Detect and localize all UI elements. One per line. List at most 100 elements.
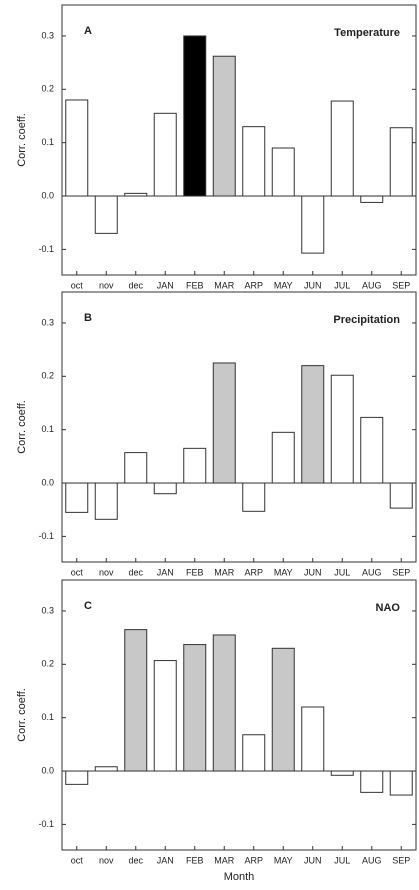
x-tick-label: SEP — [392, 567, 410, 577]
bar — [360, 416, 384, 484]
x-tick-label: SEP — [392, 280, 410, 290]
bar — [242, 126, 266, 197]
y-tick-label: 0.0 — [41, 765, 54, 775]
x-tick-label: nov — [99, 280, 114, 290]
x-tick-label: JUL — [334, 280, 350, 290]
y-tick-label: 0.0 — [41, 477, 54, 487]
x-tick-label: dec — [128, 855, 143, 865]
panel-title: Temperature — [334, 27, 400, 39]
bar — [65, 770, 89, 785]
x-tick-label: FEB — [186, 567, 204, 577]
y-axis-label: Corr. coeff. — [16, 688, 28, 742]
bar — [153, 482, 177, 495]
y-tick-label: -0.1 — [38, 819, 54, 829]
x-tick-label: JAN — [157, 567, 174, 577]
bar — [389, 127, 413, 197]
plot-frame — [61, 4, 417, 276]
y-tick-label: 0.2 — [41, 371, 54, 381]
x-tick-label: MAY — [274, 280, 293, 290]
panel-title: NAO — [376, 602, 401, 614]
plot-frame — [61, 291, 417, 563]
bar — [301, 365, 325, 484]
panel-title: Precipitation — [333, 314, 400, 326]
bar — [242, 734, 266, 772]
panel-label: B — [84, 312, 92, 324]
bar — [271, 147, 295, 197]
bar — [65, 99, 89, 197]
x-tick-label: AUG — [362, 280, 382, 290]
x-tick-label: JUL — [334, 855, 350, 865]
x-tick-label: MAY — [274, 855, 293, 865]
x-tick-label: MAR — [214, 855, 235, 865]
x-tick-label: AUG — [362, 855, 382, 865]
bar — [360, 770, 384, 793]
x-tick-label: ARP — [244, 855, 263, 865]
x-tick-label: JAN — [157, 280, 174, 290]
x-tick-label: nov — [99, 567, 114, 577]
bar — [124, 629, 148, 772]
y-tick-label: 0.1 — [41, 137, 54, 147]
bar — [330, 100, 354, 197]
y-axis-label: Corr. coeff. — [16, 400, 28, 454]
bar — [153, 112, 177, 197]
x-tick-label: JUN — [304, 280, 322, 290]
y-tick-label: 0.2 — [41, 659, 54, 669]
x-tick-label: ARP — [244, 280, 263, 290]
bar — [330, 770, 354, 776]
bar — [212, 55, 236, 197]
bar — [65, 482, 89, 513]
y-tick-label: 0.3 — [41, 605, 54, 615]
x-tick-label: dec — [128, 567, 143, 577]
y-tick-label: 0.1 — [41, 712, 54, 722]
x-axis-label: Month — [224, 871, 255, 883]
bar — [271, 647, 295, 772]
bar — [183, 35, 207, 197]
x-tick-label: oct — [71, 855, 84, 865]
x-tick-label: MAR — [214, 567, 235, 577]
bar — [212, 634, 236, 772]
y-tick-label: 0.3 — [41, 317, 54, 327]
x-tick-label: FEB — [186, 280, 204, 290]
x-tick-label: dec — [128, 280, 143, 290]
x-tick-label: JAN — [157, 855, 174, 865]
x-tick-label: SEP — [392, 855, 410, 865]
x-tick-label: oct — [71, 280, 84, 290]
x-tick-label: JUN — [304, 855, 322, 865]
y-tick-label: 0.0 — [41, 190, 54, 200]
x-tick-label: MAY — [274, 567, 293, 577]
x-tick-label: AUG — [362, 567, 382, 577]
bar — [183, 447, 207, 484]
panel-label: C — [84, 600, 92, 612]
x-tick-label: FEB — [186, 855, 204, 865]
x-tick-label: oct — [71, 567, 84, 577]
bar — [94, 482, 118, 520]
bar — [124, 192, 148, 197]
plot-frame — [61, 579, 417, 851]
y-axis-label: Corr. coeff. — [16, 113, 28, 167]
bar — [301, 706, 325, 772]
bar — [124, 452, 148, 484]
x-tick-label: JUL — [334, 567, 350, 577]
bar — [360, 195, 384, 203]
bar — [271, 431, 295, 484]
x-tick-label: nov — [99, 855, 114, 865]
x-tick-label: MAR — [214, 280, 235, 290]
y-tick-label: 0.3 — [41, 30, 54, 40]
y-tick-label: 0.2 — [41, 84, 54, 94]
y-tick-label: -0.1 — [38, 244, 54, 254]
bar — [242, 482, 266, 512]
y-tick-label: -0.1 — [38, 531, 54, 541]
bar — [389, 482, 413, 509]
bar — [94, 195, 118, 234]
bar — [94, 766, 118, 772]
bar — [183, 644, 207, 772]
bar — [212, 362, 236, 484]
bar — [389, 770, 413, 796]
bar — [153, 660, 177, 772]
bar — [330, 374, 354, 484]
x-tick-label: JUN — [304, 567, 322, 577]
bar — [301, 195, 325, 254]
y-tick-label: 0.1 — [41, 424, 54, 434]
x-tick-label: ARP — [244, 567, 263, 577]
